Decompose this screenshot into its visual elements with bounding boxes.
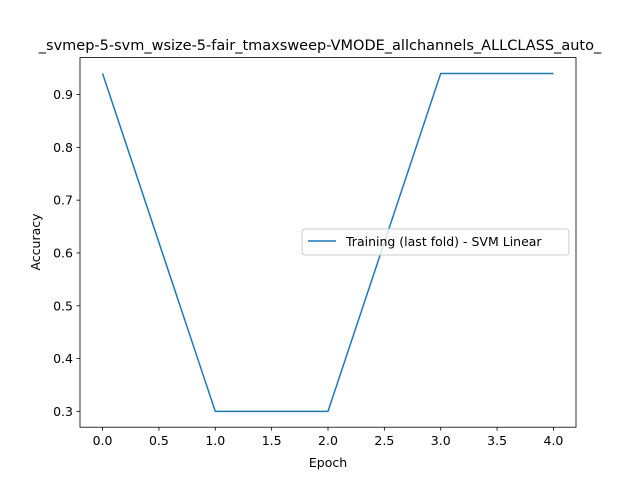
x-tick-label: 3.5 <box>487 433 507 448</box>
x-axis-label: Epoch <box>309 455 347 470</box>
y-tick-label: 0.5 <box>53 298 73 313</box>
x-tick-label: 1.0 <box>205 433 225 448</box>
y-tick-label: 0.4 <box>53 351 73 366</box>
x-tick-label: 2.0 <box>318 433 338 448</box>
y-tick-label: 0.6 <box>53 245 73 260</box>
y-axis-ticks: 0.3 0.4 0.5 0.6 0.7 0.8 0.9 <box>53 87 80 419</box>
y-tick-label: 0.9 <box>53 87 73 102</box>
x-tick-label: 2.5 <box>374 433 394 448</box>
x-tick-label: 4.0 <box>544 433 564 448</box>
y-tick-label: 0.3 <box>53 404 73 419</box>
y-tick-label: 0.7 <box>53 193 73 208</box>
x-tick-label: 0.5 <box>149 433 169 448</box>
x-axis-ticks: 0.0 0.5 1.0 1.5 2.0 2.5 3.0 3.5 4.0 <box>93 427 564 448</box>
legend-label: Training (last fold) - SVM Linear <box>345 234 542 249</box>
chart-title: _svmep-5-svm_wsize-5-fair_tmaxsweep-VMOD… <box>38 38 602 54</box>
series-line-0 <box>101 72 554 413</box>
x-tick-label: 0.0 <box>93 433 113 448</box>
series-lines <box>101 72 554 413</box>
x-tick-label: 3.0 <box>431 433 451 448</box>
y-tick-label: 0.8 <box>53 140 73 155</box>
y-axis-label: Accuracy <box>28 213 43 271</box>
legend: Training (last fold) - SVM Linear <box>301 228 570 256</box>
x-tick-label: 1.5 <box>262 433 282 448</box>
legend-box <box>301 228 570 256</box>
